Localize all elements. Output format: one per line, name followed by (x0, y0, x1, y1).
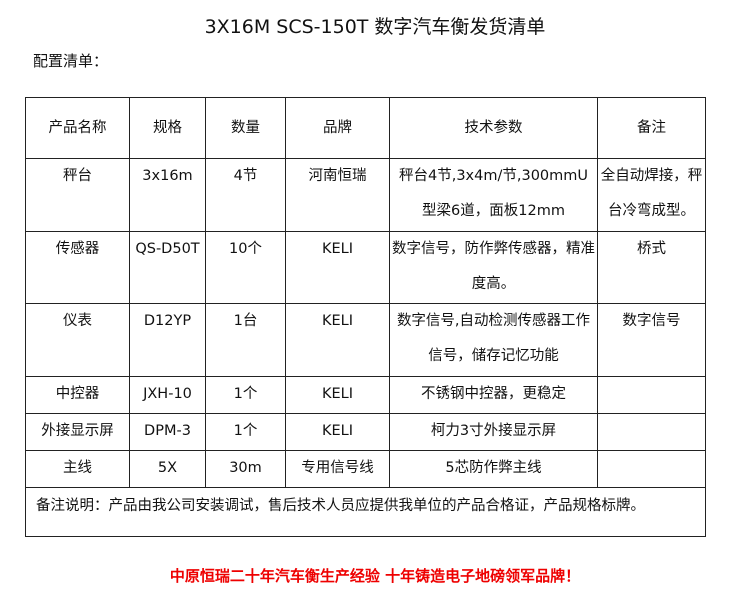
cell (597, 450, 706, 488)
cell: JXH-10 (129, 376, 206, 414)
cell: 秤台 (25, 158, 130, 232)
cell: 秤台4节,3x4m/节,300mmU型梁6道，面板12mm (389, 158, 598, 232)
cell: 10个 (205, 231, 286, 304)
cell: DPM-3 (129, 413, 206, 451)
cell: 30m (205, 450, 286, 488)
table-row: 秤台 3x16m 4节 河南恒瑞 秤台4节,3x4m/节,300mmU型梁6道，… (25, 158, 706, 232)
table-row: 中控器 JXH-10 1个 KELI 不锈钢中控器，更稳定 (25, 376, 706, 414)
cell: KELI (285, 413, 390, 451)
cell: 4节 (205, 158, 286, 232)
cell: 传感器 (25, 231, 130, 304)
cell: KELI (285, 376, 390, 414)
table-row: 主线 5X 30m 专用信号线 5芯防作弊主线 (25, 450, 706, 488)
section-label: 配置清单： (33, 52, 109, 70)
cell (597, 413, 706, 451)
cell: 1个 (205, 376, 286, 414)
shipping-list-table: 产品名称 规格 数量 品牌 技术参数 备注 秤台 3x16m 4节 河南恒瑞 秤… (25, 97, 706, 537)
table-row: 仪表 D12YP 1台 KELI 数字信号,自动检测传感器工作信号，储存记忆功能… (25, 303, 706, 377)
cell: 外接显示屏 (25, 413, 130, 451)
header-cell: 技术参数 (389, 97, 598, 159)
note-row: 备注说明：产品由我公司安装调试，售后技术人员应提供我单位的产品合格证，产品规格标… (25, 487, 706, 537)
cell: 中控器 (25, 376, 130, 414)
cell: 1个 (205, 413, 286, 451)
cell: D12YP (129, 303, 206, 377)
cell: 数字信号，防作弊传感器，精准度高。 (389, 231, 598, 304)
cell (597, 376, 706, 414)
cell: 全自动焊接，秤台冷弯成型。 (597, 158, 706, 232)
cell: 河南恒瑞 (285, 158, 390, 232)
header-cell: 备注 (597, 97, 706, 159)
page-title: 3X16M SCS-150T 数字汽车衡发货清单 (204, 16, 546, 38)
table-row: 外接显示屏 DPM-3 1个 KELI 柯力3寸外接显示屏 (25, 413, 706, 451)
cell: 仪表 (25, 303, 130, 377)
header-cell: 规格 (129, 97, 206, 159)
table-header-row: 产品名称 规格 数量 品牌 技术参数 备注 (25, 97, 706, 159)
header-cell: 数量 (205, 97, 286, 159)
cell: 3x16m (129, 158, 206, 232)
cell: 柯力3寸外接显示屏 (389, 413, 598, 451)
cell: 桥式 (597, 231, 706, 304)
footer-slogan: 中原恒瑞二十年汽车衡生产经验 十年铸造电子地磅领军品牌！ (169, 567, 581, 585)
table-row: 传感器 QS-D50T 10个 KELI 数字信号，防作弊传感器，精准度高。 桥… (25, 231, 706, 304)
cell: 5X (129, 450, 206, 488)
cell: QS-D50T (129, 231, 206, 304)
cell: KELI (285, 303, 390, 377)
cell: 数字信号,自动检测传感器工作信号，储存记忆功能 (389, 303, 598, 377)
cell: 数字信号 (597, 303, 706, 377)
note-text: 备注说明：产品由我公司安装调试，售后技术人员应提供我单位的产品合格证，产品规格标… (25, 487, 706, 537)
header-cell: 产品名称 (25, 97, 130, 159)
cell: 主线 (25, 450, 130, 488)
header-cell: 品牌 (285, 97, 390, 159)
cell: 专用信号线 (285, 450, 390, 488)
cell: 5芯防作弊主线 (389, 450, 598, 488)
cell: 1台 (205, 303, 286, 377)
cell: KELI (285, 231, 390, 304)
cell: 不锈钢中控器，更稳定 (389, 376, 598, 414)
